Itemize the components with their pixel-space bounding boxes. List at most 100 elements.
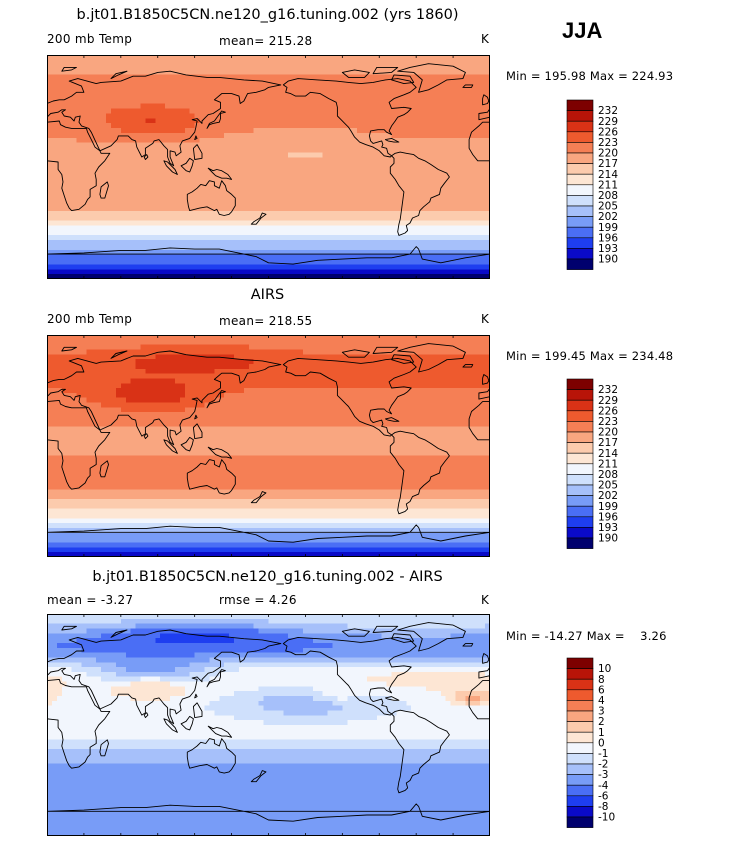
map-cell [170,339,176,346]
map-cell [283,103,289,110]
map-field-cells [47,335,490,557]
map-cell [278,98,284,105]
map-cell [268,264,275,270]
map-cell [273,98,279,105]
map-cell [485,142,490,149]
map-cell [253,162,260,168]
map-cell [293,69,299,76]
map-cell [470,335,476,341]
map-cell [106,235,112,241]
map-cell [81,132,87,139]
map-cell [170,254,176,261]
map-cell [170,210,176,217]
map-cell [475,335,481,341]
map-cell [165,259,171,265]
map-cell [293,64,299,71]
map-cell [47,89,53,95]
map-cell [366,74,373,80]
map-cell [268,55,275,61]
map-cell [278,113,284,119]
map-cell [165,220,171,227]
map-cell [86,137,92,144]
map-cell [96,339,102,346]
map-cell [71,240,78,246]
map-cell [209,93,215,100]
map-cell [125,259,132,265]
map-cell [160,354,166,360]
map-cell [47,205,53,212]
map-cell [229,363,235,370]
map-cell [101,171,107,178]
map-cell [362,157,368,163]
map-cell [194,108,201,115]
map-cell [229,74,235,80]
map-cell [61,74,68,80]
map-cell [426,69,432,76]
map-cell [416,196,422,202]
map-cell [47,201,53,207]
map-cell [160,98,166,105]
map-cell [352,274,358,279]
map-cell [209,108,215,115]
map-cell [76,84,83,90]
map-cell [386,215,393,222]
map-cell [234,108,240,115]
map-cell [460,191,466,197]
map-cell [96,55,102,61]
map-cell [135,152,142,158]
map-cell [406,196,412,202]
map-cell [199,142,206,149]
map-cell [125,74,132,80]
map-cell [416,235,422,241]
map-cell [480,176,486,183]
map-cell [81,344,87,351]
map-cell [238,113,245,119]
map-cell [337,59,343,66]
map-cell [376,186,383,192]
map-cell [283,359,289,365]
map-cell [91,167,97,173]
map-cell [283,335,289,341]
map-cell [480,132,486,139]
map-cell [480,128,486,134]
map-cell [396,354,402,360]
map-cell [56,344,63,351]
map-cell [480,79,486,85]
map-cell [66,230,73,236]
map-cell [352,264,358,270]
map-cell [293,191,299,197]
map-cell [253,254,260,261]
map-cell [189,205,196,212]
map-cell [455,176,462,183]
map-cell [160,64,166,71]
map-cell [243,142,250,149]
map-cell [322,171,329,178]
map-cell [485,215,490,222]
map-cell [194,235,201,241]
map-cell [406,176,412,183]
map-cell [243,339,250,346]
map-cell [307,157,314,163]
map-cell [283,74,289,80]
map-cell [421,118,427,124]
map-cell [258,274,265,279]
colorbar-tick-label: 220 [598,148,618,160]
map-cell [386,113,393,119]
map-cell [480,89,486,95]
map-cell [322,162,329,168]
map-cell [411,235,417,241]
map-cell [362,137,368,144]
map-cell [386,244,393,251]
map-cell [96,69,102,76]
map-cell [327,113,334,119]
panel-1-units-label: K [481,32,490,46]
map-cell [204,196,211,202]
map-cell [396,363,402,370]
map-cell [465,191,471,197]
map-cell [352,191,358,197]
map-cell [445,93,452,100]
map-cell [248,225,255,231]
map-cell [189,220,196,227]
map-cell [268,103,275,110]
map-cell [465,162,471,168]
